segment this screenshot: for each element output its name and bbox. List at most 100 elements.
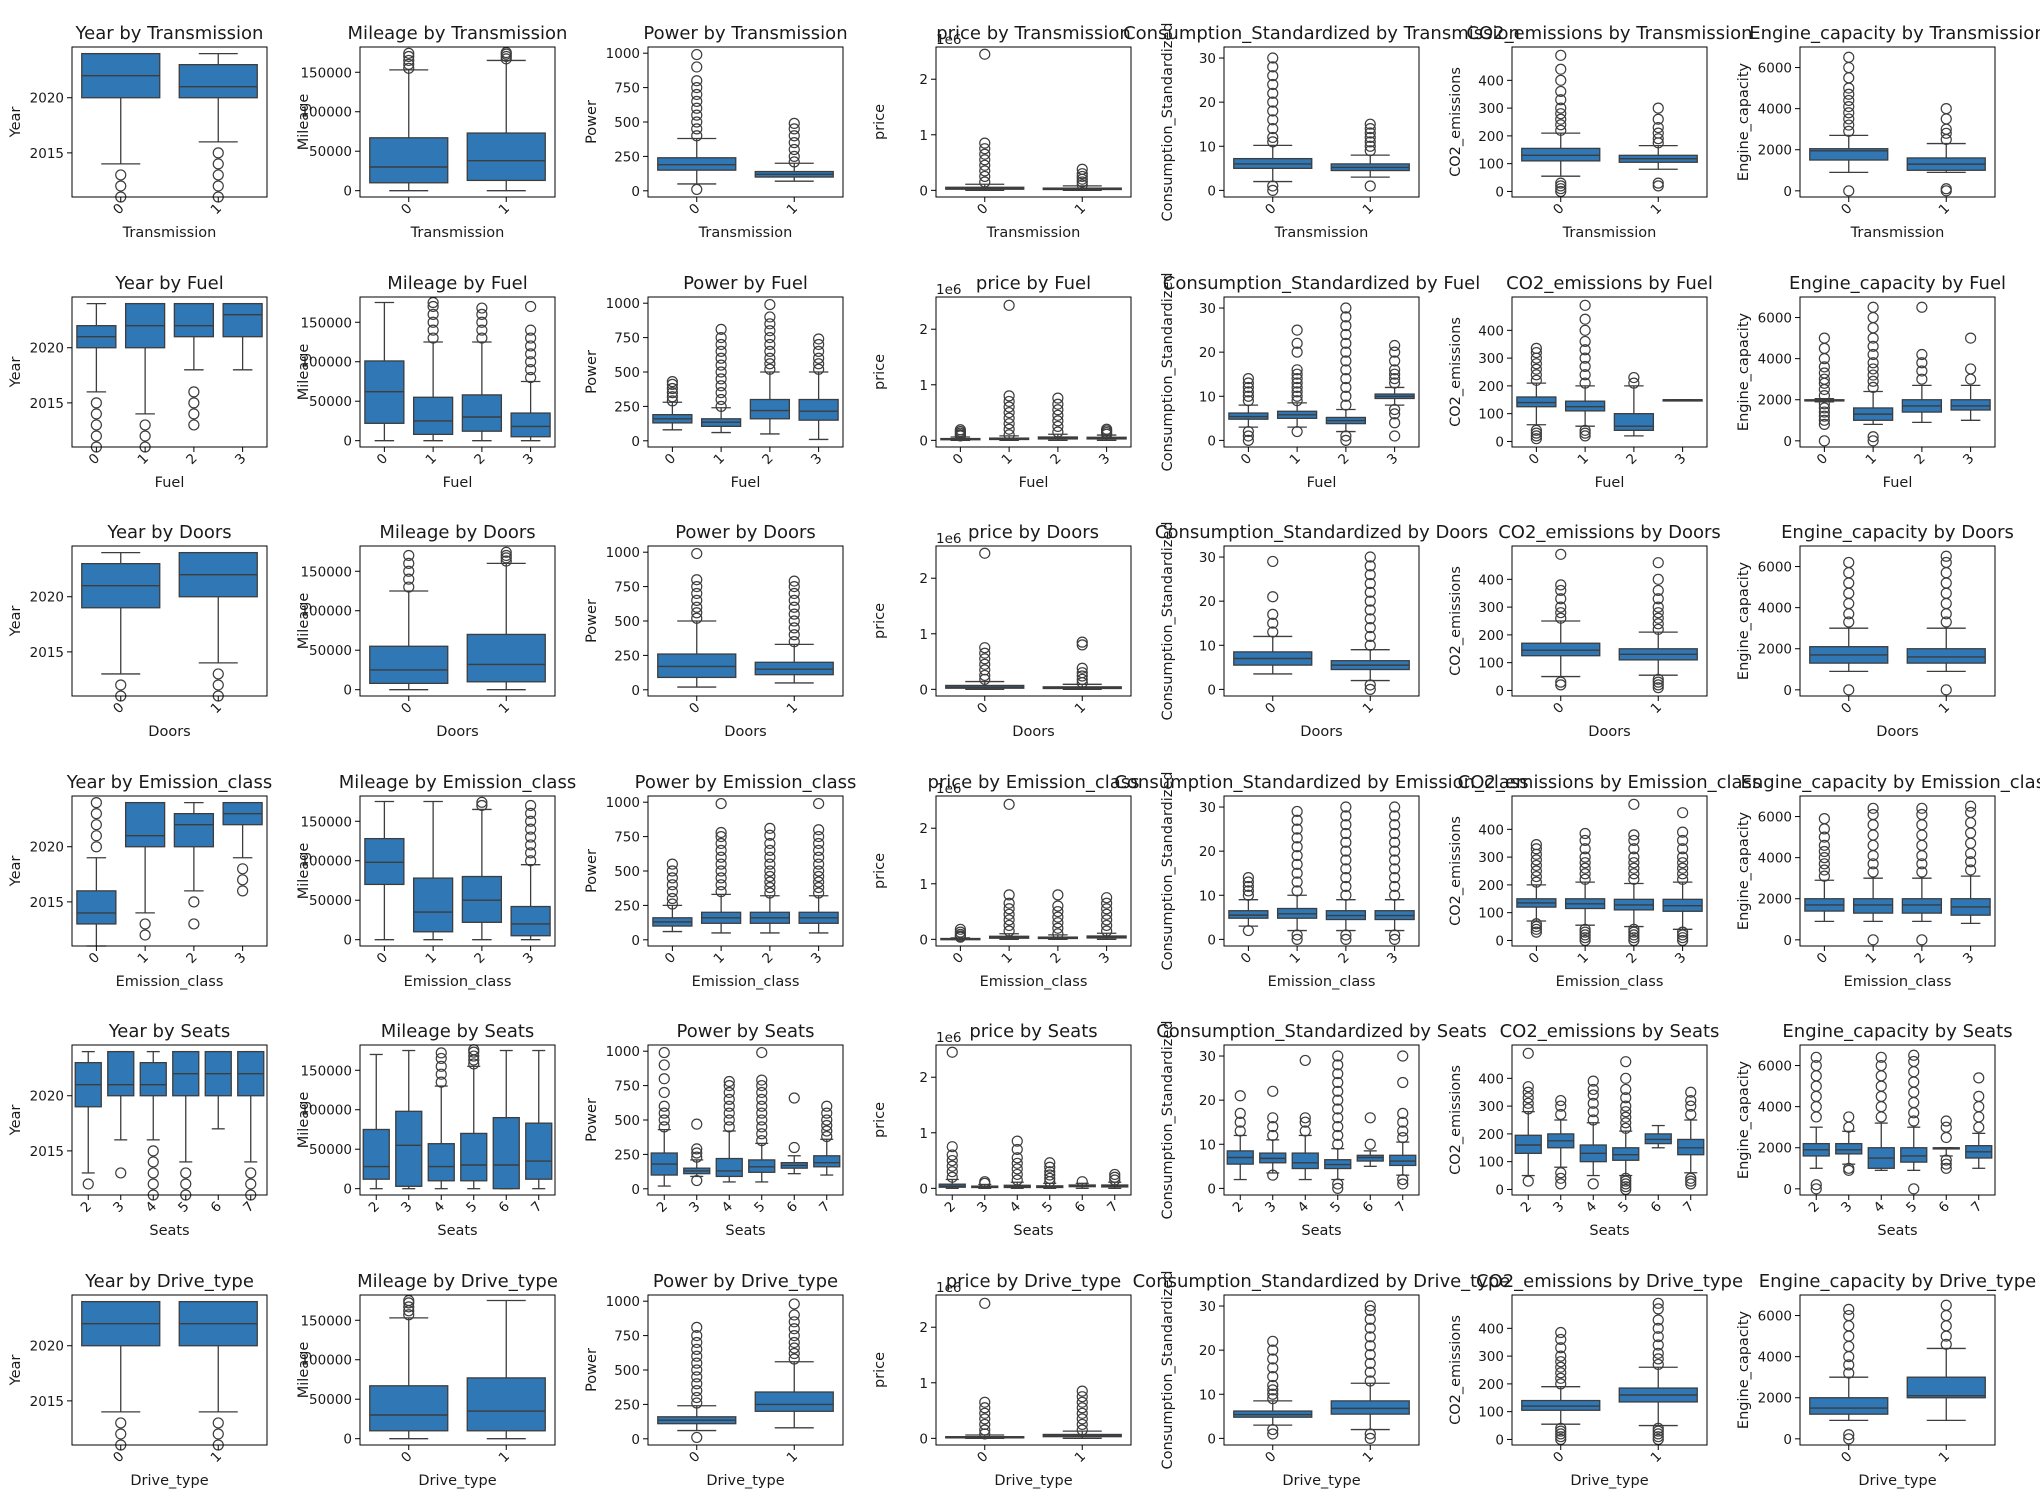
outlier-point [1332, 1094, 1344, 1106]
outlier-point [821, 1119, 833, 1132]
outlier-point [658, 1107, 670, 1119]
x-tick-label: 0 [950, 950, 967, 967]
box-group [1809, 1303, 1889, 1445]
box-group [1564, 827, 1606, 947]
outlier-point [1267, 78, 1279, 91]
x-tick-label: 2 [183, 950, 200, 967]
x-tick-label: 3 [1550, 1199, 1567, 1216]
outlier-point [979, 664, 991, 676]
outlier-point [764, 881, 776, 894]
y-tick-label: 2015 [30, 645, 64, 661]
outlier-point [1810, 1101, 1822, 1113]
outlier-point [1389, 403, 1401, 416]
x-axis-label: Seats [1301, 1223, 1341, 1239]
outlier-point [1867, 829, 1879, 841]
x-tick-label: 0 [662, 451, 679, 468]
outlier-point [1291, 381, 1303, 394]
outlier-point [212, 679, 224, 691]
box-group [945, 547, 1025, 690]
outlier-point [188, 397, 200, 409]
outlier-point [1843, 1367, 1855, 1379]
outlier-point [1052, 420, 1064, 433]
outlier-point [1940, 1338, 1952, 1350]
box-group [1516, 342, 1557, 445]
outlier-point [691, 607, 703, 619]
chart-title: Power by Fuel [683, 273, 808, 294]
y-tick-label: 2000 [1758, 1141, 1792, 1157]
y-tick-label: 2020 [30, 1089, 64, 1105]
outlier-point [1620, 1175, 1632, 1187]
x-tick-label: 2 [1047, 451, 1064, 468]
chart-title: Power by Drive_type [653, 1271, 838, 1292]
outlier-point [1555, 612, 1567, 624]
outlier-point [1267, 131, 1279, 144]
outlier-point [1818, 406, 1830, 418]
outlier-point [1810, 1080, 1822, 1092]
outlier-point [1364, 630, 1376, 643]
outlier-point [1843, 1429, 1855, 1441]
box-group [1003, 1135, 1031, 1189]
y-axis-label: Engine_capacity [1736, 562, 1752, 681]
x-tick-label: 6 [784, 1199, 801, 1216]
y-axis-label: Engine_capacity [1736, 63, 1752, 182]
y-axis-exponent: 1e6 [936, 282, 961, 298]
outlier-point [788, 580, 800, 593]
y-tick-label: 100000 [300, 854, 352, 870]
y-axis-label: Year [8, 1105, 24, 1137]
outlier-point [1652, 1358, 1664, 1371]
outlier-point [788, 594, 800, 606]
outlier-point [1555, 1350, 1567, 1362]
outlier-point [1965, 817, 1977, 829]
box-group [369, 1294, 449, 1440]
box-group [1233, 1335, 1313, 1440]
y-tick-label: 150000 [300, 315, 352, 331]
outlier-point [788, 636, 800, 648]
outlier-point [1818, 864, 1830, 876]
y-tick-label: 0 [1495, 933, 1504, 949]
box-group [749, 822, 791, 934]
x-tick-label: 1 [999, 451, 1016, 468]
outlier-point [476, 316, 488, 328]
plot-frame [1799, 1294, 1996, 1446]
outlier-point [1677, 807, 1689, 819]
box-group [940, 424, 981, 442]
x-tick-label: 0 [1526, 950, 1543, 967]
outlier-point [788, 1141, 800, 1154]
box-group [940, 923, 981, 943]
outlier-point [1109, 1171, 1121, 1183]
outlier-point [1003, 897, 1015, 909]
outlier-point [1291, 832, 1303, 844]
outlier-point [147, 1156, 159, 1168]
outlier-point [1364, 145, 1376, 157]
y-tick-label: 300 [1478, 1349, 1504, 1365]
box-group [1233, 52, 1313, 196]
plot-frame [647, 1044, 844, 1196]
outlier-point [1364, 1112, 1376, 1124]
x-axis-label: Doors [724, 724, 766, 740]
outlier-point [1076, 163, 1088, 175]
outlier-point [1555, 1378, 1567, 1390]
y-axis-label: Consumption_Standardized [1160, 272, 1176, 471]
outlier-point [1810, 1070, 1822, 1082]
outlier-point [764, 298, 776, 311]
outlier-point [1076, 1396, 1088, 1408]
outlier-point [212, 180, 224, 192]
x-tick-label: 2 [471, 950, 488, 967]
outlier-point [1291, 337, 1303, 349]
outlier-point [691, 1143, 703, 1155]
box-group [1324, 1050, 1352, 1194]
outlier-point [979, 154, 991, 166]
outlier-point [1628, 377, 1640, 389]
outlier-point [1076, 673, 1088, 685]
chart-title: Engine_capacity by Seats [1782, 1021, 2012, 1042]
x-tick-label: 2 [78, 1199, 95, 1216]
x-tick-label: 3 [520, 950, 537, 967]
x-tick-label: 6 [496, 1199, 513, 1216]
y-tick-label: 2015 [30, 1144, 64, 1160]
outlier-point [1555, 1361, 1567, 1373]
outlier-point [1843, 113, 1855, 125]
outlier-point [1555, 102, 1567, 114]
x-tick-label: 6 [1936, 1199, 1953, 1216]
box-group [1259, 1085, 1287, 1181]
outlier-point [1364, 595, 1376, 607]
